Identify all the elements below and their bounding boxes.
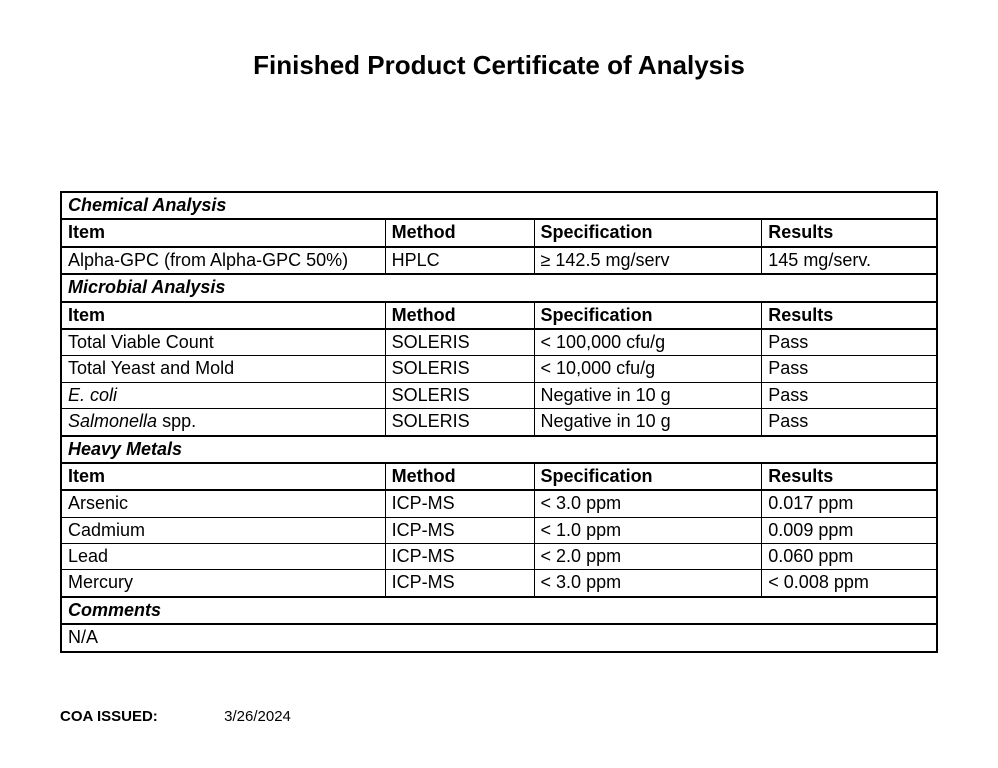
section-header-heavy-metals: Heavy Metals: [61, 436, 937, 463]
col-results: Results: [762, 463, 937, 490]
cell-results: 0.009 ppm: [762, 517, 937, 543]
cell-spec: < 1.0 ppm: [534, 517, 762, 543]
cell-method: ICP-MS: [385, 490, 534, 517]
table-row: Total Yeast and Mold SOLERIS < 10,000 cf…: [61, 356, 937, 382]
cell-item-suffix: spp.: [157, 411, 196, 431]
cell-spec: < 3.0 ppm: [534, 570, 762, 597]
section-header-microbial: Microbial Analysis: [61, 274, 937, 301]
table-row: Salmonella spp. SOLERIS Negative in 10 g…: [61, 409, 937, 436]
section-heading: Chemical Analysis: [61, 192, 937, 219]
cell-results: Pass: [762, 409, 937, 436]
col-method: Method: [385, 219, 534, 246]
cell-comments: N/A: [61, 624, 937, 651]
section-header-comments: Comments: [61, 597, 937, 624]
col-item: Item: [61, 219, 385, 246]
cell-results: Pass: [762, 382, 937, 408]
cell-method: ICP-MS: [385, 570, 534, 597]
cell-item: Total Yeast and Mold: [61, 356, 385, 382]
table-row: N/A: [61, 624, 937, 651]
cell-method: ICP-MS: [385, 517, 534, 543]
col-item: Item: [61, 463, 385, 490]
col-method: Method: [385, 463, 534, 490]
cell-results: < 0.008 ppm: [762, 570, 937, 597]
section-heading: Heavy Metals: [61, 436, 937, 463]
cell-spec: Negative in 10 g: [534, 382, 762, 408]
cell-results: Pass: [762, 356, 937, 382]
cell-method: SOLERIS: [385, 382, 534, 408]
table-row: E. coli SOLERIS Negative in 10 g Pass: [61, 382, 937, 408]
cell-method: HPLC: [385, 247, 534, 274]
col-method: Method: [385, 302, 534, 329]
cell-method: SOLERIS: [385, 356, 534, 382]
table-row: Lead ICP-MS < 2.0 ppm 0.060 ppm: [61, 544, 937, 570]
col-item: Item: [61, 302, 385, 329]
coa-issued-date: 3/26/2024: [224, 708, 291, 725]
footer: COA ISSUED: 3/26/2024: [60, 708, 938, 725]
cell-item: Lead: [61, 544, 385, 570]
table-row: Alpha-GPC (from Alpha-GPC 50%) HPLC ≥ 14…: [61, 247, 937, 274]
cell-method: SOLERIS: [385, 329, 534, 356]
column-header-row: Item Method Specification Results: [61, 302, 937, 329]
cell-results: Pass: [762, 329, 937, 356]
cell-spec: < 3.0 ppm: [534, 490, 762, 517]
col-spec: Specification: [534, 463, 762, 490]
cell-results: 0.060 ppm: [762, 544, 937, 570]
col-spec: Specification: [534, 302, 762, 329]
cell-item: Cadmium: [61, 517, 385, 543]
coa-table: Chemical Analysis Item Method Specificat…: [60, 191, 938, 653]
cell-method: ICP-MS: [385, 544, 534, 570]
cell-item: Alpha-GPC (from Alpha-GPC 50%): [61, 247, 385, 274]
cell-item: Arsenic: [61, 490, 385, 517]
cell-spec: < 10,000 cfu/g: [534, 356, 762, 382]
col-results: Results: [762, 219, 937, 246]
table-row: Mercury ICP-MS < 3.0 ppm < 0.008 ppm: [61, 570, 937, 597]
cell-item: Salmonella spp.: [61, 409, 385, 436]
table-row: Total Viable Count SOLERIS < 100,000 cfu…: [61, 329, 937, 356]
column-header-row: Item Method Specification Results: [61, 219, 937, 246]
table-row: Arsenic ICP-MS < 3.0 ppm 0.017 ppm: [61, 490, 937, 517]
cell-method: SOLERIS: [385, 409, 534, 436]
table-row: Cadmium ICP-MS < 1.0 ppm 0.009 ppm: [61, 517, 937, 543]
cell-results: 0.017 ppm: [762, 490, 937, 517]
col-spec: Specification: [534, 219, 762, 246]
cell-spec: Negative in 10 g: [534, 409, 762, 436]
cell-item-prefix: Salmonella: [68, 411, 157, 431]
section-header-chemical: Chemical Analysis: [61, 192, 937, 219]
section-heading: Microbial Analysis: [61, 274, 937, 301]
page-title: Finished Product Certificate of Analysis: [60, 50, 938, 81]
col-results: Results: [762, 302, 937, 329]
column-header-row: Item Method Specification Results: [61, 463, 937, 490]
document-page: Finished Product Certificate of Analysis…: [0, 0, 998, 765]
cell-item: Mercury: [61, 570, 385, 597]
cell-item: Total Viable Count: [61, 329, 385, 356]
coa-issued-label: COA ISSUED:: [60, 708, 220, 725]
cell-spec: < 100,000 cfu/g: [534, 329, 762, 356]
cell-item: E. coli: [61, 382, 385, 408]
cell-spec: ≥ 142.5 mg/serv: [534, 247, 762, 274]
cell-spec: < 2.0 ppm: [534, 544, 762, 570]
section-heading: Comments: [61, 597, 937, 624]
cell-results: 145 mg/serv.: [762, 247, 937, 274]
